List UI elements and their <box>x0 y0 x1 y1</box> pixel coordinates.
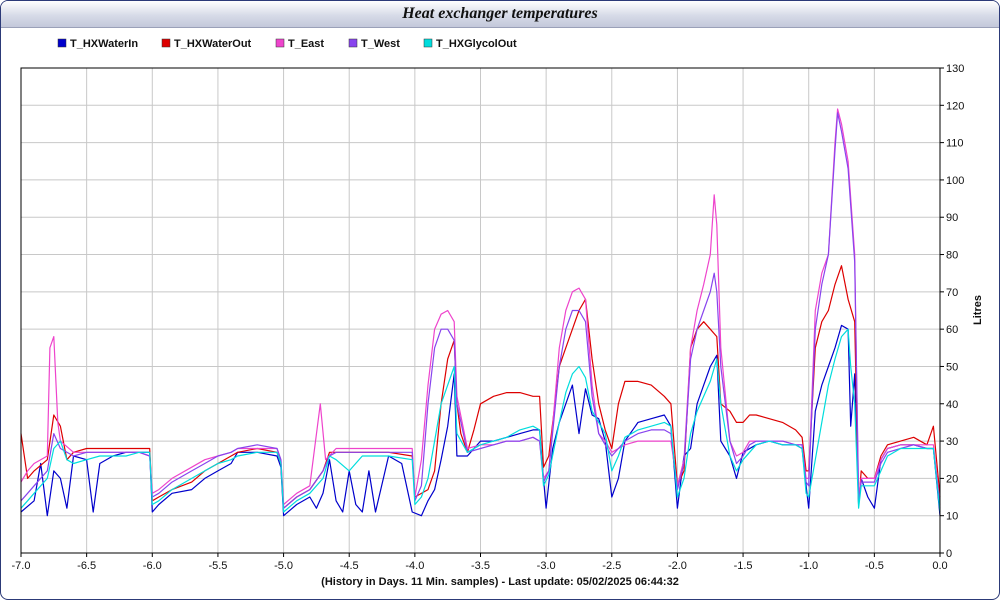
y-tick-label: 20 <box>946 473 958 485</box>
y-tick-label: 130 <box>946 63 964 75</box>
y-tick-label: 0 <box>946 548 952 560</box>
x-axis-ticks: -7.0 -6.5 -6.0 -5.5 -5.0 -4.5 -4.0 -3.5 -3.0 -2.5… <box>12 553 948 572</box>
legend-swatch <box>161 38 171 48</box>
series-line-T_East <box>20 108 941 506</box>
y-tick-label: 120 <box>946 100 964 112</box>
y-axis-ticks: 0 10 20 30 40 50 60 70 80 90 100 110 120 130 <box>940 63 964 560</box>
series-line-T_HXGlycolOut <box>20 328 941 513</box>
legend-label: T_HXWaterIn <box>70 38 138 50</box>
x-tick-label: -1.5 <box>734 560 753 572</box>
y-tick-label: 100 <box>946 175 964 187</box>
x-tick-label: -6.5 <box>77 560 96 572</box>
y-tick-label: 70 <box>946 287 958 299</box>
y-axis-label: Litres <box>972 295 984 325</box>
x-tick-label: -7.0 <box>12 560 31 572</box>
y-tick-label: 50 <box>946 361 958 373</box>
x-tick-label: -3.5 <box>471 560 490 572</box>
legend-swatch <box>275 38 285 48</box>
x-tick-label: -3.0 <box>537 560 556 572</box>
legend: T_HXWaterIn T_HXWaterOut T_East T_West T_HXG… <box>57 38 517 50</box>
x-tick-label: -6.0 <box>143 560 162 572</box>
y-tick-label: 60 <box>946 324 958 336</box>
y-tick-label: 90 <box>946 212 958 224</box>
title-bar: Heat exchanger temperatures <box>1 1 999 28</box>
y-tick-label: 80 <box>946 250 958 262</box>
legend-swatch <box>57 38 67 48</box>
x-tick-label: 0.0 <box>932 560 947 572</box>
legend-label: T_East <box>288 38 324 50</box>
series-line-T_West <box>20 112 941 509</box>
y-tick-label: 30 <box>946 436 958 448</box>
grid <box>20 67 941 554</box>
legend-swatch <box>348 38 358 48</box>
x-axis-label: (History in Days. 11 Min. samples) - Las… <box>321 576 679 588</box>
x-tick-label: -2.5 <box>602 560 621 572</box>
x-tick-label: -1.0 <box>799 560 818 572</box>
y-tick-label: 110 <box>946 138 964 150</box>
y-tick-label: 10 <box>946 511 958 523</box>
chart-title: Heat exchanger temperatures <box>402 5 598 22</box>
x-tick-label: -5.5 <box>208 560 227 572</box>
x-tick-label: -5.0 <box>274 560 293 572</box>
legend-label: T_HXWaterOut <box>174 38 252 50</box>
legend-label: T_West <box>361 38 400 50</box>
series-group <box>20 108 941 517</box>
legend-swatch <box>423 38 433 48</box>
x-tick-label: -2.0 <box>668 560 687 572</box>
x-tick-label: -4.0 <box>405 560 424 572</box>
legend-label: T_HXGlycolOut <box>436 38 517 50</box>
x-tick-label: -4.5 <box>340 560 359 572</box>
x-tick-label: -0.5 <box>865 560 884 572</box>
y-tick-label: 40 <box>946 399 958 411</box>
